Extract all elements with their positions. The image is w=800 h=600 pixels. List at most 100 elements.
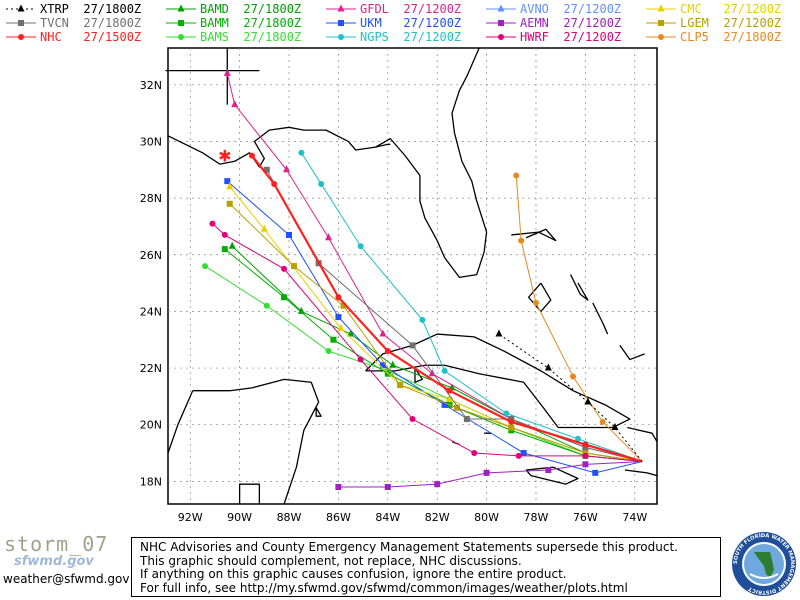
legend-label: AEMN 27/1200Z	[520, 16, 622, 30]
legend-label: XTRP 27/1800Z	[40, 2, 142, 16]
track-point	[335, 294, 342, 301]
legend-label: BAMS 27/1800Z	[200, 30, 302, 44]
track-point	[497, 4, 505, 12]
disclaimer-box: NHC Advisories and County Emergency Mana…	[131, 537, 721, 597]
coastline	[167, 47, 488, 279]
track-point	[582, 452, 589, 459]
legend-swatch	[6, 20, 36, 26]
track-point	[518, 237, 525, 244]
track-point	[409, 416, 416, 423]
track-point	[471, 450, 478, 457]
track-point	[379, 362, 386, 369]
track-point	[226, 200, 233, 207]
legend-swatch	[166, 34, 196, 40]
legend-label: GFDL 27/1200Z	[360, 2, 462, 16]
disclaimer-line: This graphic should complement, not repl…	[140, 553, 522, 568]
track-clp5	[513, 172, 643, 462]
track-point	[584, 397, 592, 405]
lat-tick-label: 28N	[140, 192, 162, 205]
track-xtrp	[495, 329, 643, 462]
lon-tick-label: 82W	[425, 511, 450, 524]
track-ukm	[224, 178, 643, 476]
sfwmd-seal-logo: SOUTH FLORIDA WATER MANAGEMENT DISTRICT	[732, 532, 796, 596]
disclaimer-line: NHC Advisories and County Emergency Mana…	[140, 540, 678, 554]
track-point	[515, 452, 522, 459]
track-point	[520, 450, 527, 457]
track-point	[446, 394, 454, 402]
lon-tick-label: 84W	[375, 511, 400, 524]
lon-tick-label: 74W	[622, 511, 647, 524]
site-badge: sfwmd.gov	[14, 554, 94, 569]
track-point	[283, 165, 291, 173]
legend-swatch	[326, 20, 356, 26]
track-point	[508, 418, 515, 425]
legend-swatch	[6, 34, 36, 40]
legend-swatch	[486, 20, 516, 26]
track-point	[419, 316, 426, 323]
track-point	[281, 265, 288, 272]
track-nhc	[248, 152, 643, 463]
coastline	[569, 274, 589, 301]
track-point	[495, 329, 503, 337]
track-point	[582, 441, 589, 448]
track-point	[290, 263, 297, 270]
track-point	[223, 68, 231, 76]
legend-label: NGPS 27/1200Z	[360, 30, 462, 44]
track-point	[463, 416, 470, 423]
coastline	[624, 469, 658, 477]
track-point	[18, 34, 24, 40]
track-point	[544, 363, 552, 371]
legend-label: HWRF 27/1200Z	[520, 30, 622, 44]
lon-tick-label: 86W	[326, 511, 351, 524]
coastline	[627, 426, 658, 443]
lon-tick-label: 92W	[178, 511, 203, 524]
legend-label: UKM 27/1200Z	[360, 16, 462, 30]
track-point	[508, 424, 515, 431]
disclaimer-line: For full info, see http://my.sfwmd.gov/s…	[140, 580, 628, 595]
contact-email[interactable]: weather@sfwmd.gov	[3, 572, 130, 586]
track-point	[260, 224, 268, 232]
lat-tick-label: 30N	[140, 135, 162, 148]
track-hwrf	[209, 220, 643, 463]
track-point	[228, 241, 236, 249]
legend-swatch	[486, 34, 516, 40]
track-point	[503, 410, 510, 417]
track-point	[248, 152, 255, 159]
track-point	[209, 220, 216, 227]
track-point	[202, 263, 209, 270]
track-point	[379, 329, 387, 337]
track-point	[574, 435, 581, 442]
track-point	[582, 461, 589, 468]
legend-swatch	[166, 20, 196, 26]
legend-swatch	[646, 20, 676, 26]
legend-swatch	[6, 4, 36, 12]
track-point	[513, 172, 520, 179]
track-point	[441, 401, 448, 408]
track-point	[357, 356, 364, 363]
track-point	[271, 180, 278, 187]
track-point	[347, 329, 355, 337]
track-point	[483, 469, 490, 476]
legend-swatch	[646, 34, 676, 40]
legend-label: NHC 27/1500Z	[40, 30, 142, 44]
coastline	[527, 282, 552, 313]
track-point	[337, 4, 345, 12]
track-point	[446, 387, 453, 394]
track-point	[389, 360, 397, 368]
lat-tick-label: 18N	[140, 475, 162, 488]
track-point	[17, 4, 25, 12]
track-point	[397, 382, 404, 389]
track-point	[498, 20, 504, 26]
coastline	[619, 345, 645, 361]
track-point	[532, 299, 539, 306]
lat-tick-label: 26N	[140, 249, 162, 262]
model-legend: XTRP 27/1800Z TVCN 27/1800Z NHC 27/1500Z BA…	[0, 0, 800, 48]
track-point	[498, 34, 504, 40]
coastline	[414, 367, 424, 383]
track-point	[657, 4, 665, 12]
track-point	[325, 233, 333, 241]
track-point	[409, 342, 416, 349]
axis-labels: 92W 90W 88W 86W 84W 82W 80W 78W 76W 74W 32N 30N 28N 2…	[140, 79, 648, 524]
lat-tick-label: 24N	[140, 305, 162, 318]
